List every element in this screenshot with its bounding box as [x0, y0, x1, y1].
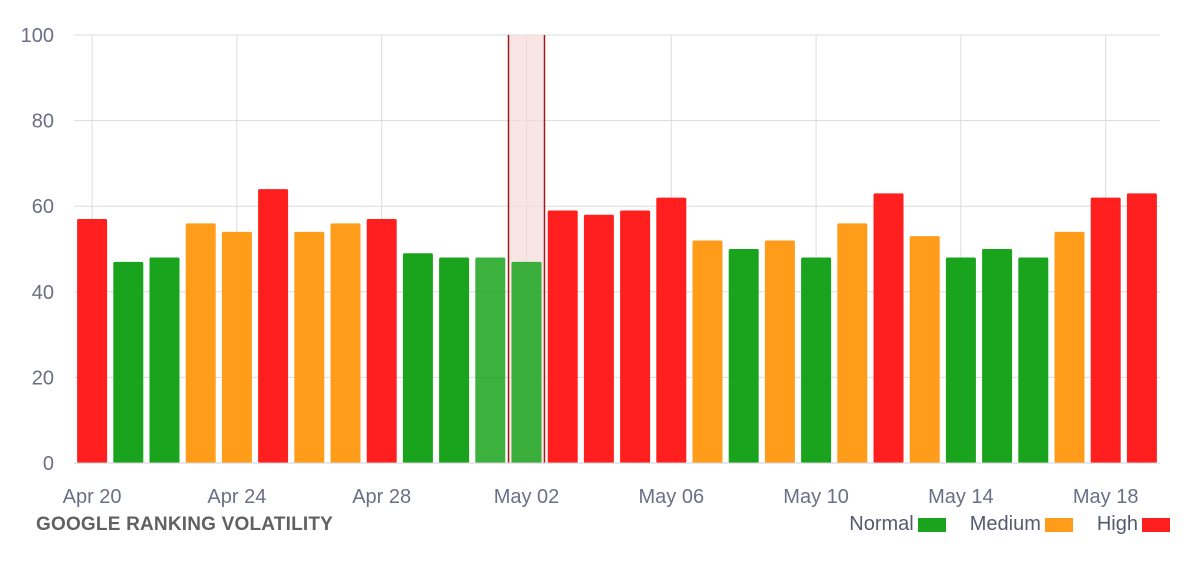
x-tick-label: May 10 — [783, 486, 849, 508]
bar[interactable] — [982, 249, 1013, 463]
bar[interactable] — [728, 249, 759, 463]
x-tick-label: Apr 28 — [352, 486, 411, 508]
y-tick-label: 80 — [32, 111, 54, 133]
bar[interactable] — [1018, 257, 1049, 463]
bar[interactable] — [366, 219, 397, 463]
y-tick-label: 60 — [32, 196, 54, 218]
legend-label-medium: Medium — [969, 513, 1041, 535]
legend-swatch-high — [1142, 517, 1170, 532]
x-tick-label: May 02 — [494, 486, 560, 508]
bar[interactable] — [294, 231, 325, 463]
bar[interactable] — [764, 240, 795, 463]
legend-label-high: High — [1096, 513, 1138, 535]
bar[interactable] — [1090, 197, 1121, 463]
bar[interactable] — [475, 257, 506, 463]
y-tick-label: 100 — [21, 25, 54, 47]
bars — [77, 189, 1157, 464]
legend-swatch-normal — [917, 517, 946, 532]
bar[interactable] — [113, 261, 144, 463]
bar[interactable] — [185, 223, 216, 463]
bar[interactable] — [656, 197, 687, 463]
bar[interactable] — [439, 257, 470, 463]
x-tick-label: Apr 20 — [63, 486, 122, 508]
x-tick-label: May 18 — [1073, 486, 1139, 508]
x-axis: Apr 20 Apr 24 Apr 28 May 02 May 06 May 10 May … — [63, 462, 1160, 508]
bar[interactable] — [258, 189, 289, 463]
x-tick-label: May 06 — [639, 486, 705, 508]
bar[interactable] — [692, 240, 723, 463]
y-axis: 0 20 40 60 80 100 — [21, 25, 54, 475]
bar[interactable] — [801, 257, 832, 463]
legend-item-medium: Medium — [970, 513, 1073, 536]
legend-label-normal: Normal — [849, 513, 914, 535]
volatility-chart: 0 20 40 60 80 100 Apr 20 Apr 24 Apr 28 May 02 May… — [21, 25, 1160, 508]
chart-title: GOOGLE RANKING VOLATILITY — [36, 514, 334, 535]
bar[interactable] — [1126, 193, 1157, 464]
bar[interactable] — [511, 261, 542, 463]
bar[interactable] — [221, 231, 252, 463]
bar[interactable] — [945, 257, 976, 463]
y-tick-label: 40 — [32, 282, 54, 304]
bar[interactable] — [909, 236, 940, 463]
legend-swatch-medium — [1044, 517, 1073, 532]
bar[interactable] — [620, 210, 651, 463]
bar[interactable] — [547, 210, 578, 463]
x-tick-label: May 14 — [928, 486, 994, 508]
bar[interactable] — [77, 219, 108, 463]
bar[interactable] — [402, 253, 433, 463]
bar[interactable] — [1054, 231, 1085, 463]
y-tick-label: 20 — [32, 367, 54, 389]
legend: Normal Medium High — [825, 513, 1170, 536]
y-tick-label: 0 — [43, 453, 54, 475]
bar[interactable] — [149, 257, 180, 463]
legend-item-normal: Normal — [849, 513, 946, 536]
x-tick-label: Apr 24 — [207, 486, 266, 508]
legend-item-high: High — [1097, 513, 1170, 536]
bar[interactable] — [873, 193, 904, 464]
bar[interactable] — [837, 223, 868, 463]
bar[interactable] — [583, 214, 614, 463]
bar[interactable] — [330, 223, 361, 463]
